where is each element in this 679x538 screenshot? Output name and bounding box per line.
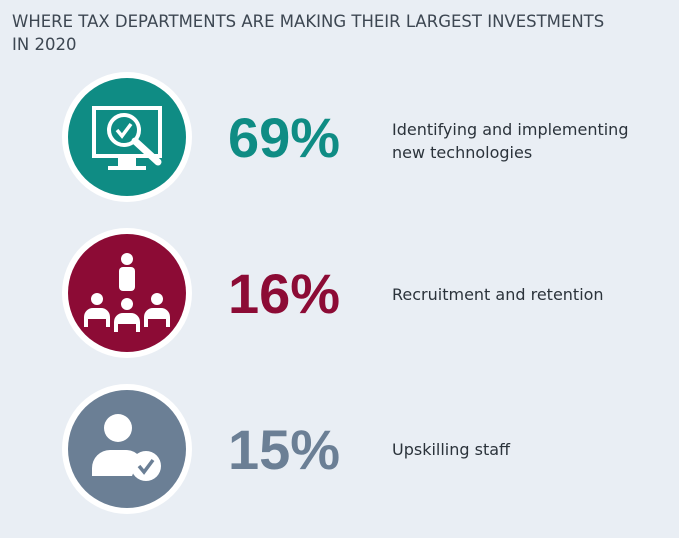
icon <box>62 384 192 514</box>
percent: 16% <box>228 262 340 325</box>
label: Recruitment and retention <box>392 285 604 304</box>
percent: 15% <box>228 418 340 481</box>
title-line: WHERE TAX DEPARTMENTS ARE MAKING THEIR L… <box>12 12 604 31</box>
label: new technologies <box>392 143 532 162</box>
title-line: IN 2020 <box>12 35 76 54</box>
percent: 69% <box>228 106 340 169</box>
icon <box>62 228 192 358</box>
label: Identifying and implementing <box>392 120 628 139</box>
icon <box>62 72 192 202</box>
label: Upskilling staff <box>392 440 511 459</box>
